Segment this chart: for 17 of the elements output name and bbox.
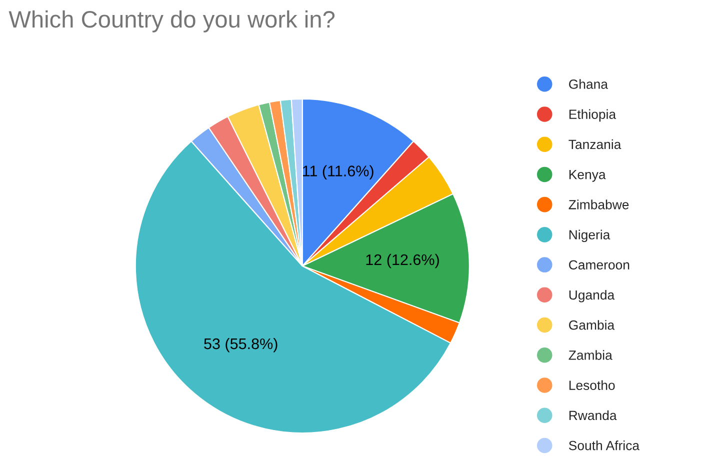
data-label: 11 (11.6%) <box>302 165 374 180</box>
legend-label: Tanzania <box>568 139 622 150</box>
legend-label: Kenya <box>569 170 606 182</box>
legend-label: Ethiopia <box>569 109 616 122</box>
legend-label: Zambia <box>568 350 612 360</box>
legend-label: Lesotho <box>569 380 615 390</box>
data-label: 12 (12.6%) <box>366 254 439 268</box>
legend-label: Cameroon <box>569 260 630 270</box>
legend-label: South Africa <box>568 440 640 450</box>
legend-label: Rwanda <box>569 410 617 420</box>
data-label: 53 (55.8%) <box>204 338 278 352</box>
legend-label: Gambia <box>569 320 615 330</box>
legend-label: Ghana <box>569 79 608 89</box>
legend-label: Nigeria <box>569 230 610 242</box>
chart-title: Which Country do you work in? <box>8 10 335 32</box>
legend-label: Uganda <box>569 290 615 302</box>
legend-label: Zimbabwe <box>568 200 629 210</box>
